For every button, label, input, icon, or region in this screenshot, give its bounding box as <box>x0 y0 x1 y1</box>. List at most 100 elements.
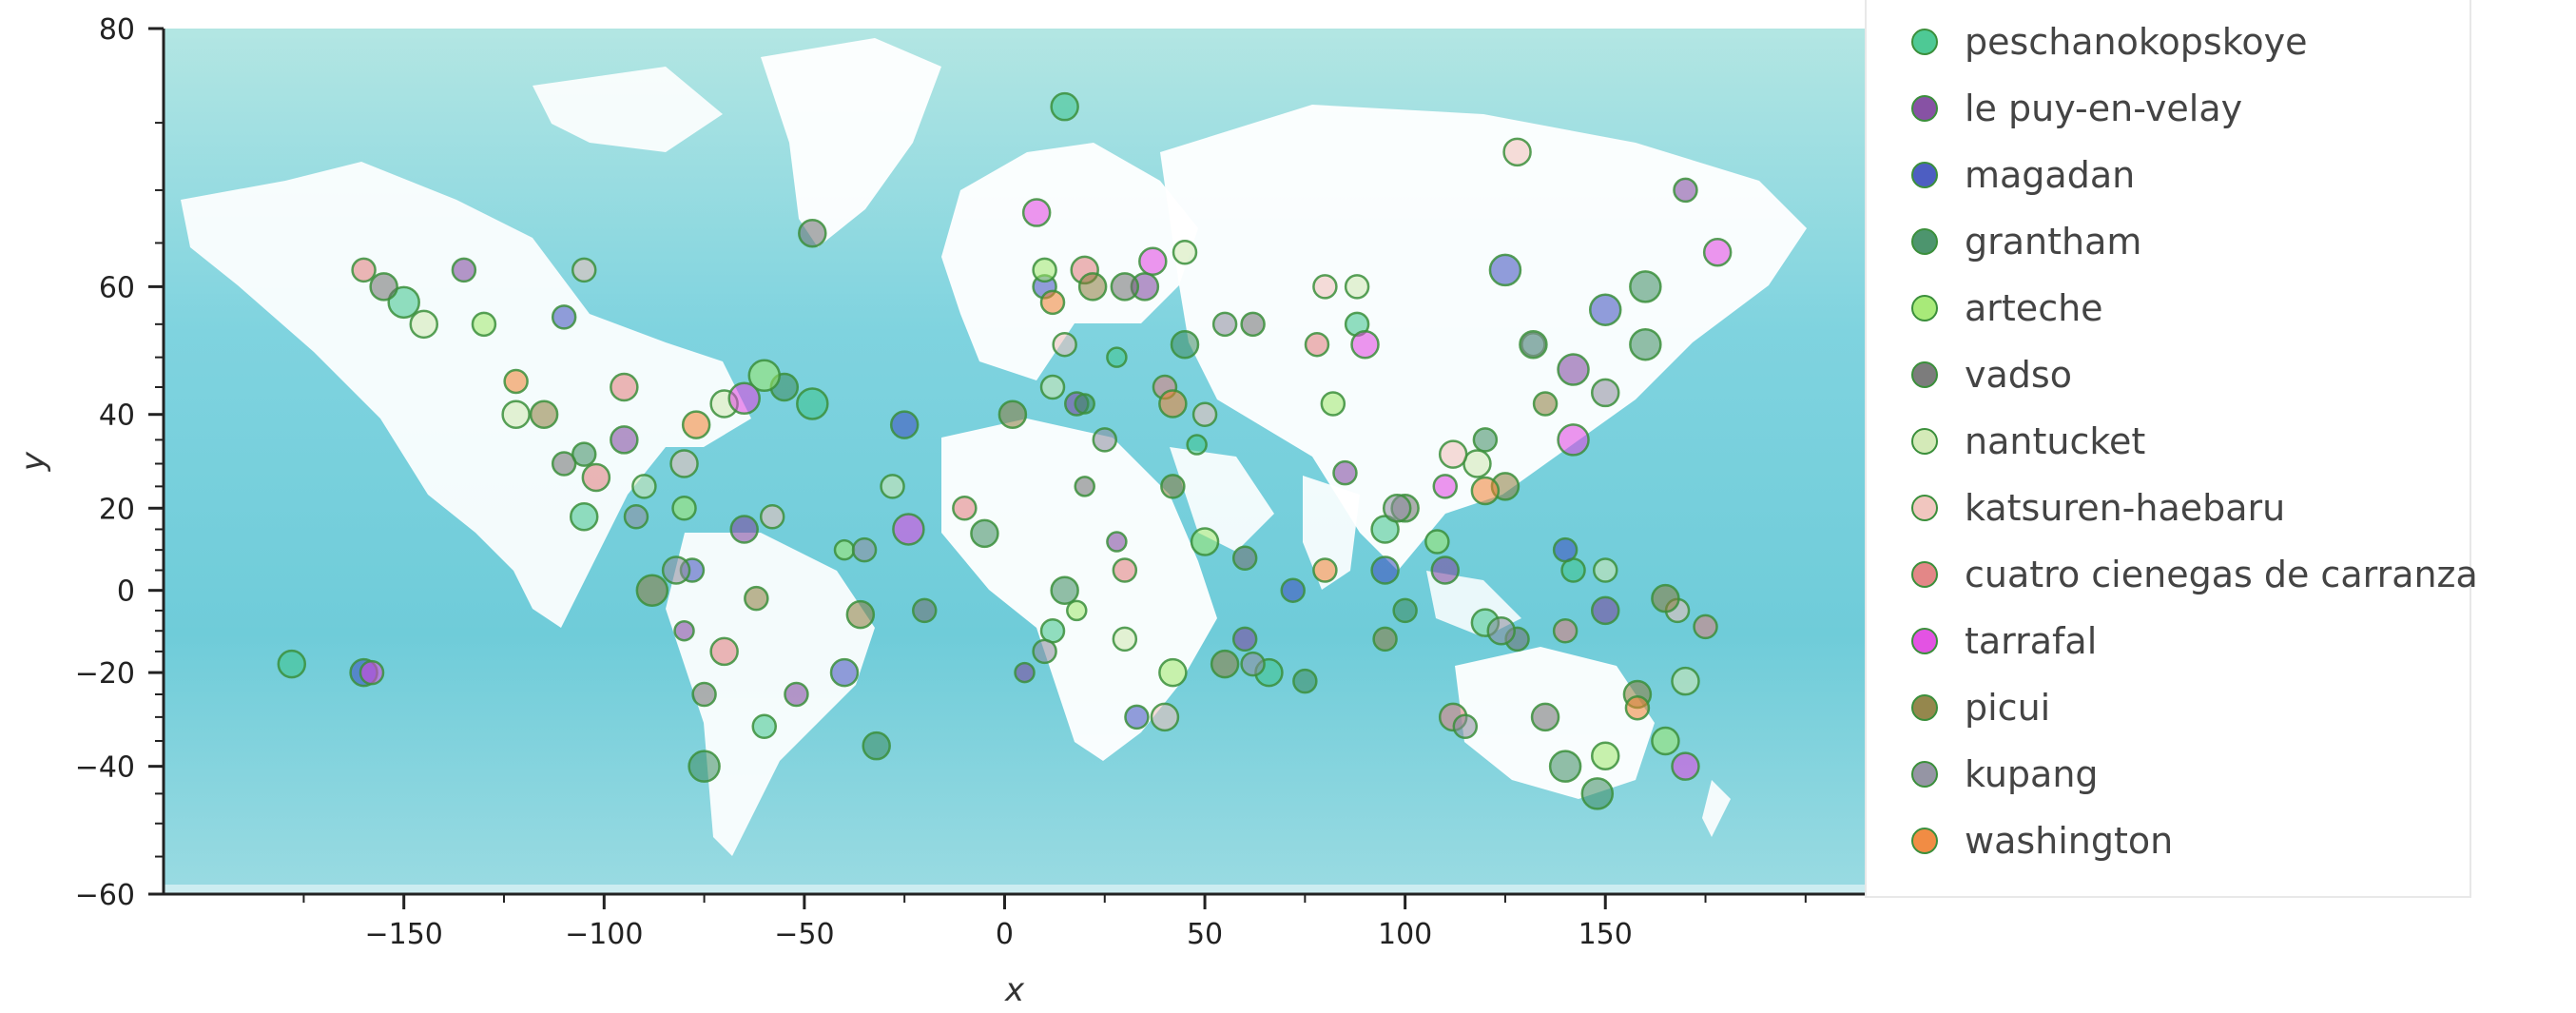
data-point <box>669 449 699 478</box>
data-point <box>1304 331 1330 358</box>
legend-label: nantucket <box>1965 420 2145 462</box>
data-point <box>845 599 876 630</box>
data-point <box>1240 311 1266 338</box>
legend-box <box>1865 0 2471 898</box>
x-tick-label: −150 <box>365 918 443 951</box>
data-point <box>952 496 978 521</box>
data-point <box>1552 536 1579 563</box>
data-point <box>1552 617 1579 644</box>
data-point <box>1532 391 1559 417</box>
data-point <box>744 585 769 612</box>
data-point <box>1158 389 1188 419</box>
data-point <box>1092 427 1118 453</box>
x-tick-label: 50 <box>1187 918 1223 951</box>
y-axis-title: y <box>14 451 52 472</box>
data-point <box>1673 177 1698 204</box>
data-point <box>501 399 531 429</box>
data-point <box>1438 439 1468 469</box>
legend-marker <box>1911 561 1938 588</box>
legend-marker <box>1911 295 1938 321</box>
data-point <box>671 496 697 521</box>
data-point <box>798 218 827 248</box>
x-tick-label: −50 <box>774 918 834 951</box>
data-point <box>358 659 385 686</box>
x-tick-label: 100 <box>1378 918 1432 951</box>
data-point <box>1077 272 1108 302</box>
data-point <box>1112 557 1138 583</box>
data-point <box>1231 626 1258 653</box>
data-point <box>1592 557 1618 583</box>
data-point <box>862 731 891 761</box>
data-point <box>661 555 691 585</box>
x-tick-label: 150 <box>1579 918 1633 951</box>
data-point <box>751 713 778 740</box>
y-tick-label: −60 <box>75 879 135 912</box>
legend-marker <box>1911 628 1938 654</box>
legend-label: cuatro cienegas de carranza <box>1965 554 2478 595</box>
data-point <box>1312 557 1338 583</box>
data-point <box>551 451 577 477</box>
data-point <box>1671 751 1700 781</box>
data-point <box>1486 615 1516 646</box>
legend-label: le puy-en-velay <box>1965 88 2242 129</box>
data-point <box>1021 198 1052 227</box>
legend-label: katsuren-haebaru <box>1965 487 2285 529</box>
legend-label: magadan <box>1965 154 2135 196</box>
legend-label: picui <box>1965 687 2050 729</box>
data-point <box>729 515 759 544</box>
data-point <box>635 574 669 607</box>
legend-marker <box>1911 162 1938 188</box>
legend-label: kupang <box>1965 753 2099 795</box>
data-point <box>569 501 599 532</box>
data-point <box>1050 575 1079 605</box>
data-point <box>1452 713 1479 740</box>
legend-marker <box>1911 828 1938 854</box>
data-point <box>681 410 711 439</box>
data-point <box>1519 329 1548 360</box>
data-point <box>1124 704 1150 731</box>
data-point <box>1624 694 1651 721</box>
data-point <box>610 425 639 455</box>
scatter-points <box>277 91 1733 810</box>
data-point <box>1392 597 1418 624</box>
data-point <box>673 619 695 642</box>
data-point <box>1320 391 1346 417</box>
data-point <box>1470 476 1501 506</box>
data-point <box>833 538 856 561</box>
data-point <box>1170 329 1200 360</box>
data-point <box>1671 666 1700 696</box>
data-point <box>1292 668 1318 694</box>
data-point <box>1557 423 1590 457</box>
data-point <box>1472 427 1499 453</box>
x-tick-label: −100 <box>565 918 643 951</box>
data-point <box>1344 274 1370 300</box>
x-tick-label: 0 <box>996 918 1014 951</box>
data-point <box>1462 449 1492 478</box>
y-ticks: 80 60 40 20 0 −20 −40 −60 <box>75 13 164 912</box>
data-point <box>369 272 398 302</box>
data-point <box>1210 649 1240 679</box>
data-point <box>688 750 721 783</box>
y-tick-label: 40 <box>99 399 135 433</box>
data-point <box>1032 638 1057 665</box>
data-point <box>503 368 529 395</box>
data-point <box>1693 614 1718 640</box>
data-point <box>709 636 739 667</box>
map-background <box>164 29 1866 894</box>
legend-marker <box>1911 361 1938 388</box>
legend: peschanokopskoye le puy-en-velay magadan gr… <box>1865 0 2478 898</box>
data-point <box>1530 702 1560 732</box>
data-point <box>571 257 597 283</box>
data-point <box>1548 750 1582 783</box>
legend-marker <box>1911 761 1938 788</box>
data-point <box>851 536 878 563</box>
data-point <box>1074 393 1095 415</box>
data-point <box>1502 137 1532 167</box>
data-point <box>1110 272 1140 302</box>
data-point <box>1158 657 1188 688</box>
legend-marker <box>1911 95 1938 122</box>
data-point <box>997 399 1028 429</box>
data-point <box>1350 329 1380 360</box>
data-point <box>1651 583 1680 614</box>
